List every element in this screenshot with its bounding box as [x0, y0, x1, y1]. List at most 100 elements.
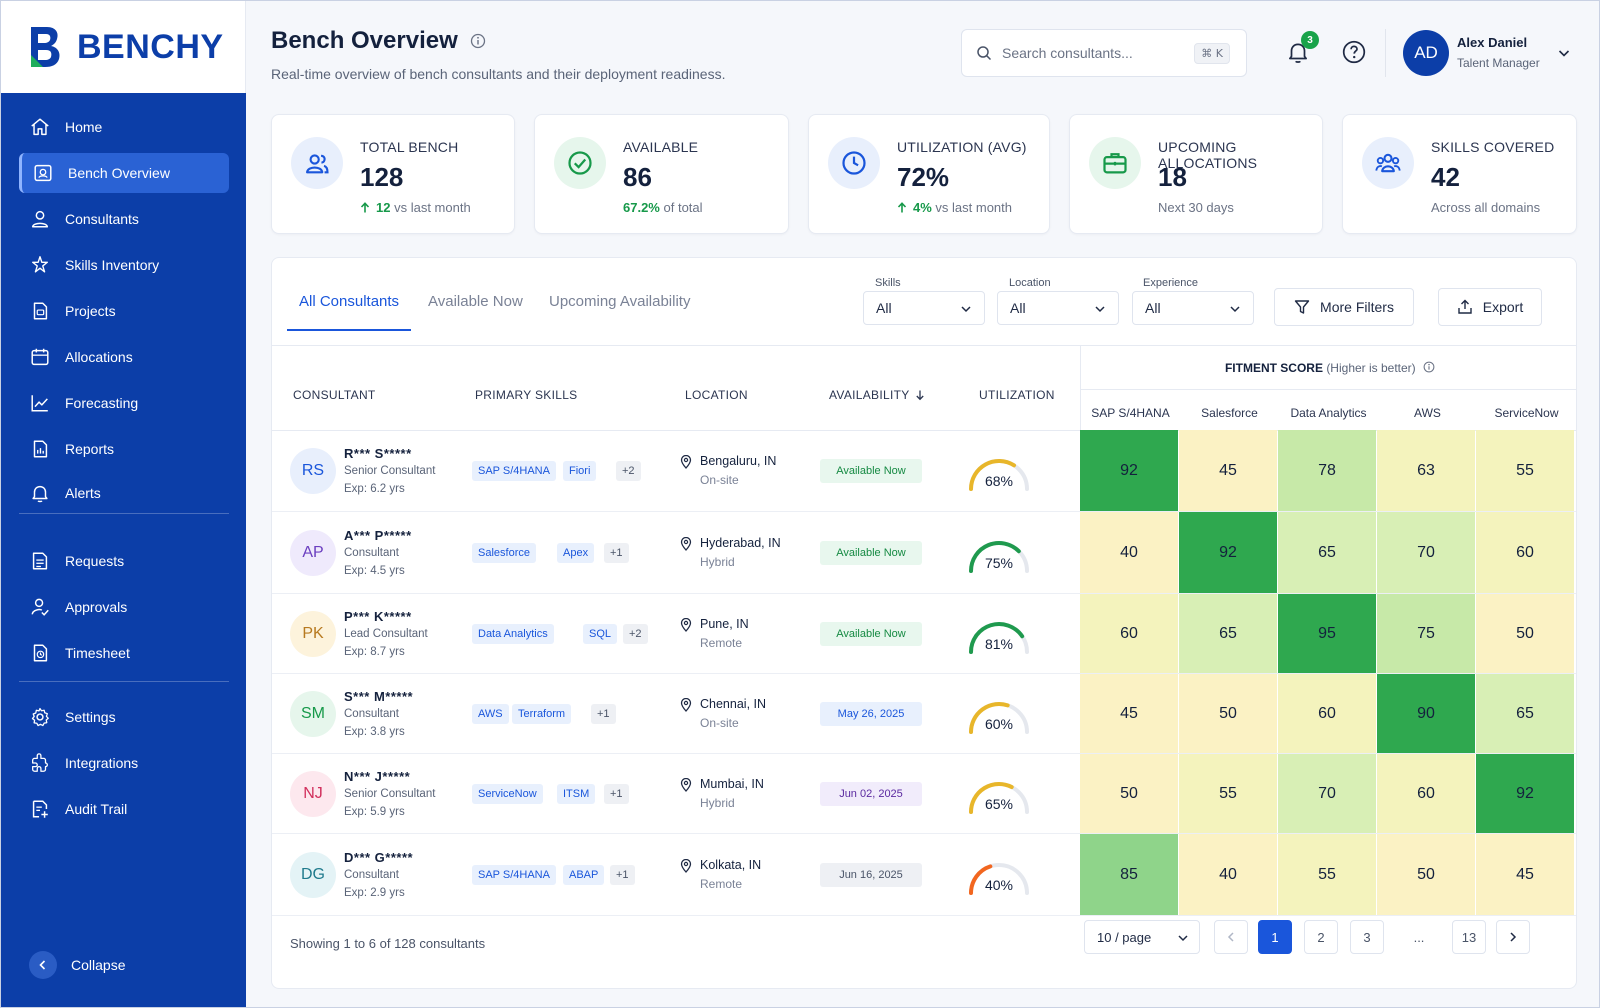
tab-all-consultants[interactable]: All Consultants	[299, 293, 400, 310]
tab-available-now[interactable]: Available Now	[428, 293, 523, 310]
fitment-score-cell[interactable]: 55	[1179, 754, 1277, 833]
col-availability[interactable]: AVAILABILITY	[829, 388, 926, 402]
fitment-score-cell[interactable]: 92	[1179, 512, 1277, 593]
fitment-score-cell[interactable]: 50	[1377, 834, 1475, 915]
consultant-name[interactable]: P*** K*****	[344, 609, 412, 624]
consultant-name[interactable]: S*** M*****	[344, 689, 414, 704]
user-avatar[interactable]: AD	[1403, 30, 1449, 76]
table-row[interactable]: NJ N*** J***** Senior Consultant Exp: 5.9 y…	[272, 754, 1576, 834]
table-row[interactable]: RS R*** S***** Senior Consultant Exp: 6.2 y…	[272, 430, 1576, 512]
fitment-score-cell[interactable]: 85	[1080, 834, 1178, 915]
fitment-score-cell[interactable]: 63	[1377, 430, 1475, 511]
col-consultant[interactable]: CONSULTANT	[293, 388, 376, 402]
sidebar-item-alerts[interactable]: Alerts	[19, 473, 229, 513]
fitment-score-cell[interactable]: 60	[1278, 674, 1376, 753]
col-utilization[interactable]: UTILIZATION	[979, 388, 1055, 402]
more-filters-button[interactable]: More Filters	[1274, 288, 1414, 326]
sidebar-item-home[interactable]: Home	[19, 107, 229, 147]
fitment-score-cell[interactable]: 50	[1179, 674, 1277, 753]
chevron-down-icon[interactable]	[1557, 46, 1571, 60]
fitment-score-cell[interactable]: 40	[1080, 512, 1178, 593]
more-skills-chip[interactable]: +1	[604, 784, 629, 804]
more-skills-chip[interactable]: +2	[623, 624, 648, 644]
info-icon[interactable]	[1423, 361, 1435, 373]
fitment-col-sap-s-4hana[interactable]: SAP S/4HANA	[1091, 406, 1170, 420]
sidebar-item-bench-overview[interactable]: Bench Overview	[19, 153, 229, 193]
fitment-score-cell[interactable]: 60	[1377, 754, 1475, 833]
fitment-score-cell[interactable]: 78	[1278, 430, 1376, 511]
collapse-button[interactable]: Collapse	[29, 951, 125, 979]
fitment-col-servicenow[interactable]: ServiceNow	[1494, 406, 1559, 420]
search-box[interactable]: ⌘ K	[961, 29, 1247, 77]
sidebar-item-forecasting[interactable]: Forecasting	[19, 383, 229, 423]
fitment-col-aws[interactable]: AWS	[1414, 406, 1441, 420]
skills-filter-select[interactable]: All	[863, 291, 985, 325]
tab-upcoming-availability[interactable]: Upcoming Availability	[549, 293, 691, 310]
fitment-score-cell[interactable]: 45	[1179, 430, 1277, 511]
sidebar-item-allocations[interactable]: Allocations	[19, 337, 229, 377]
sidebar-item-approvals[interactable]: Approvals	[19, 587, 229, 627]
fitment-score-cell[interactable]: 95	[1278, 594, 1376, 673]
table-row[interactable]: SM S*** M***** Consultant Exp: 3.8 yrs AWS Te…	[272, 674, 1576, 754]
sidebar-item-projects[interactable]: Projects	[19, 291, 229, 331]
sidebar-item-settings[interactable]: Settings	[19, 697, 229, 737]
export-label: Export	[1482, 299, 1524, 315]
fitment-score-cell[interactable]: 70	[1377, 512, 1475, 593]
next-page-button[interactable]	[1496, 920, 1530, 954]
fitment-col-salesforce[interactable]: Salesforce	[1201, 406, 1258, 420]
page-button[interactable]: 2	[1304, 920, 1338, 954]
fitment-score-cell[interactable]: 60	[1476, 512, 1574, 593]
page-button[interactable]: 13	[1452, 920, 1486, 954]
consultant-name[interactable]: D*** G*****	[344, 850, 414, 865]
fitment-score-cell[interactable]: 75	[1377, 594, 1475, 673]
fitment-score-cell[interactable]: 50	[1080, 754, 1178, 833]
info-icon[interactable]	[470, 33, 486, 49]
prev-page-button[interactable]	[1214, 920, 1248, 954]
location-filter-select[interactable]: All	[997, 291, 1119, 325]
col-location[interactable]: LOCATION	[685, 388, 748, 402]
fitment-score-cell[interactable]: 55	[1278, 834, 1376, 915]
col-primary-skills[interactable]: PRIMARY SKILLS	[475, 388, 578, 402]
consultant-name[interactable]: R*** S*****	[344, 446, 412, 461]
sidebar-item-timesheet[interactable]: Timesheet	[19, 633, 229, 673]
experience-filter-select[interactable]: All	[1132, 291, 1254, 325]
consultant-name[interactable]: A*** P*****	[344, 528, 412, 543]
fitment-score-cell[interactable]: 45	[1476, 834, 1574, 915]
fitment-score-cell[interactable]: 60	[1080, 594, 1178, 673]
sidebar-item-skills-inventory[interactable]: Skills Inventory	[19, 245, 229, 285]
fitment-score-cell[interactable]: 50	[1476, 594, 1574, 673]
sidebar-item-integrations[interactable]: Integrations	[19, 743, 229, 783]
fitment-score-cell[interactable]: 45	[1080, 674, 1178, 753]
search-input[interactable]	[1002, 45, 1182, 61]
more-skills-chip[interactable]: +1	[604, 543, 629, 563]
page-button[interactable]: 3	[1350, 920, 1384, 954]
fitment-score-cell[interactable]: 65	[1278, 512, 1376, 593]
export-button[interactable]: Export	[1438, 288, 1542, 326]
fitment-score-cell[interactable]: 92	[1476, 754, 1574, 833]
sidebar-item-consultants[interactable]: Consultants	[19, 199, 229, 239]
table-row[interactable]: DG D*** G***** Consultant Exp: 2.9 yrs SAP S…	[272, 834, 1576, 916]
location-city: Pune, IN	[700, 617, 749, 631]
table-row[interactable]: AP A*** P***** Consultant Exp: 4.5 yrs Sales…	[272, 512, 1576, 594]
fitment-score-cell[interactable]: 40	[1179, 834, 1277, 915]
more-skills-chip[interactable]: +2	[616, 461, 641, 481]
kpi-note-value: 12	[376, 200, 391, 215]
table-row[interactable]: PK P*** K***** Lead Consultant Exp: 8.7 yrs…	[272, 594, 1576, 674]
fitment-score-cell[interactable]: 65	[1476, 674, 1574, 753]
fitment-score-cell[interactable]: 65	[1179, 594, 1277, 673]
fitment-score-cell[interactable]: 92	[1080, 430, 1178, 511]
fitment-score-cell[interactable]: 90	[1377, 674, 1475, 753]
more-skills-chip[interactable]: +1	[610, 865, 635, 885]
help-icon[interactable]	[1341, 39, 1367, 65]
page-size-select[interactable]: 10 / page	[1084, 920, 1200, 954]
sidebar-item-requests[interactable]: Requests	[19, 541, 229, 581]
fitment-score-cell[interactable]: 70	[1278, 754, 1376, 833]
more-skills-chip[interactable]: +1	[591, 704, 616, 724]
fitment-col-data-analytics[interactable]: Data Analytics	[1290, 406, 1367, 420]
sidebar-item-reports[interactable]: Reports	[19, 429, 229, 469]
fitment-score-cell[interactable]: 55	[1476, 430, 1574, 511]
consultant-name[interactable]: N*** J*****	[344, 769, 411, 784]
sidebar-item-audit-trail[interactable]: Audit Trail	[19, 789, 229, 829]
notification-bell-icon[interactable]	[1285, 39, 1311, 65]
page-button[interactable]: 1	[1258, 920, 1292, 954]
